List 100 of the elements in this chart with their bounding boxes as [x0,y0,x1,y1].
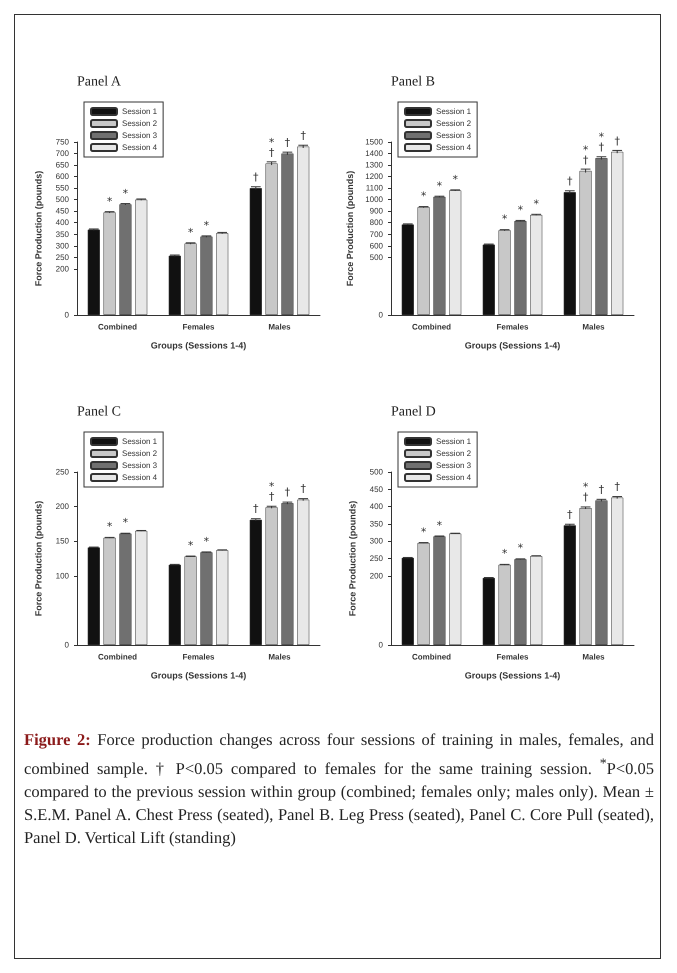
y-tick-label: 1400 [365,149,384,158]
y-axis-title: Force Production (pounds) [34,170,44,286]
y-tick-label: 0 [64,640,70,650]
x-axis-title: Groups (Sessions 1-4) [464,340,560,350]
y-tick-label: 0 [64,310,70,320]
y-tick-label: 450 [370,484,384,494]
y-tick-label: 800 [370,218,384,228]
y-tick-label: 250 [56,468,70,476]
x-tick-label: Combined [412,652,452,662]
y-tick-label: 200 [56,502,70,512]
y-tick-label: 100 [56,571,70,580]
legend-label: Session 3 [436,131,472,140]
data-label: * [122,516,129,530]
y-tick-label: 250 [56,252,70,262]
y-tick-label: 200 [370,571,384,580]
y-tick-label: 150 [56,536,70,546]
data-label: † [300,482,306,496]
x-tick-label: Females [496,322,530,332]
x-tick-label: Males [268,652,292,662]
x-tick-label: Combined [412,322,452,332]
data-label: † [253,502,260,516]
data-label: † [253,170,260,184]
x-tick-label: Combined [98,322,138,332]
data-label: † [284,136,291,150]
data-label: * [204,219,210,232]
data-label: * [518,542,524,555]
data-label: * [502,547,508,560]
x-tick-label: Females [182,322,216,332]
x-tick-label: Males [582,652,606,662]
chart-title: Panel A [77,74,122,90]
data-label: * [518,204,524,217]
y-tick-label: 1100 [366,184,384,193]
y-axis-title: Force Production (pounds) [34,500,44,616]
y-tick-label: 650 [56,160,70,170]
legend-label: Session 1 [122,107,158,116]
data-label: * [122,186,129,200]
data-label: * [188,226,194,239]
y-tick-label: 500 [56,195,70,204]
data-label: * [420,525,427,538]
x-tick-label: Males [582,322,606,332]
data-label: * [452,172,458,186]
data-label: † [614,480,620,494]
data-label: † [567,174,574,188]
data-label: * † [268,480,275,503]
y-tick-label: 1500 [365,138,384,146]
data-label: * [436,518,443,532]
data-label: * [188,538,194,552]
legend-label: Session 2 [436,119,472,128]
y-tick-label: 200 [56,264,70,274]
x-axis-title: Groups (Sessions 1-4) [150,670,246,680]
legend-label: Session 1 [436,107,472,116]
legend-label: Session 1 [122,437,158,446]
caption: Figure 2: Force production changes across four sessions of training in males, females, and combined sample. † P<0.05 compared to females for the same training session. $^{*}$P<0.05 compared to the previous session within group (combined; females only; males only). Mean ± S.E.M. Panel A. Chest Press (seated), Panel B. Leg Press (seated), Panel C. Core Pull (seated), Panel D. Vertical Lift (standing) [24,730,654,846]
x-tick-label: Females [496,652,530,662]
y-tick-label: 500 [370,468,384,476]
data-label: † [300,129,306,142]
data-label: * [106,520,113,534]
y-tick-label: 750 [56,138,70,146]
x-tick-label: Males [268,322,292,332]
data-label: * [420,190,427,203]
y-tick-label: 250 [370,554,384,563]
legend-label: Session 3 [122,131,158,140]
y-tick-label: 300 [370,536,384,546]
legend-label: Session 4 [122,143,158,152]
legend-label: Session 2 [122,449,158,458]
x-axis-title: Groups (Sessions 1-4) [464,670,560,680]
chart-title: Panel C [77,404,121,420]
legend-label: Session 2 [436,449,472,458]
legend-label: Session 1 [436,437,472,446]
y-tick-label: 700 [370,230,384,239]
legend-label: Session 3 [436,461,472,470]
y-tick-label: 900 [370,206,384,216]
y-axis-title: Force Production (pounds) [348,500,358,616]
y-axis-title: Force Production (pounds) [344,170,355,286]
legend-label: Session 3 [122,461,158,470]
y-tick-label: 1000 [365,195,384,204]
legend-label: Session 4 [122,473,158,482]
data-label: † [284,486,291,499]
y-tick-label: 350 [370,519,384,528]
data-label: † [614,134,620,148]
y-tick-label: 500 [370,252,384,262]
legend-label: Session 4 [436,473,472,482]
data-label: * † [268,136,275,159]
y-tick-label: 1200 [365,172,384,182]
data-label: * [204,534,210,548]
y-tick-label: 700 [56,149,70,158]
legend-label: Session 2 [122,119,158,128]
y-tick-label: 400 [56,218,70,228]
x-axis-title: Groups (Sessions 1-4) [150,340,246,350]
data-label: * † [582,480,589,504]
y-tick-label: 400 [370,502,384,512]
y-tick-label: 350 [56,230,70,239]
x-tick-label: Combined [98,652,138,662]
legend-label: Session 4 [436,143,472,152]
y-tick-label: 0 [378,640,384,650]
data-label: † [567,508,574,521]
data-label: * [106,194,113,208]
data-label: * † [582,143,589,166]
y-tick-label: 450 [56,206,70,216]
data-label: * † [598,130,605,154]
